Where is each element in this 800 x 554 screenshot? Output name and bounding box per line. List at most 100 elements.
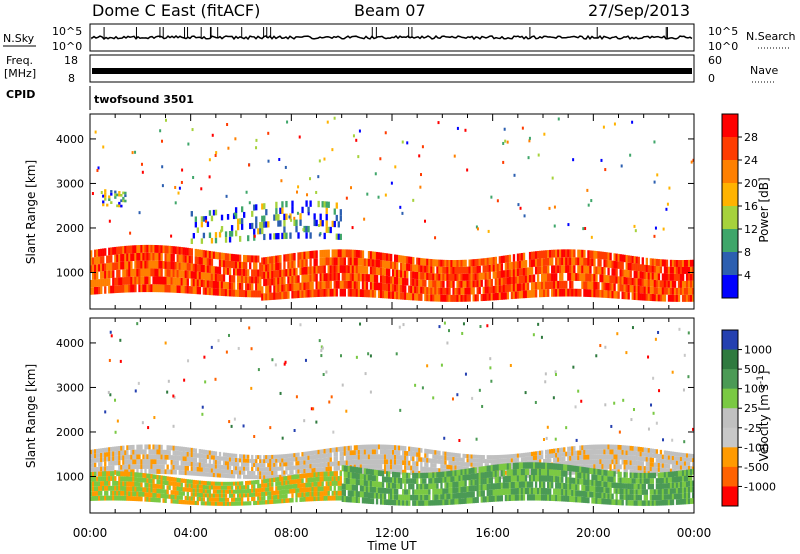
data-cell [108,447,111,452]
data-cell [345,249,349,258]
data-cell [476,473,479,480]
data-cell [643,447,646,453]
data-cell [152,459,155,465]
data-cell [144,468,147,474]
data-cell [359,479,363,486]
data-cell [271,482,274,487]
data-cell [589,454,592,460]
data-cell [396,483,399,489]
data-cell [305,251,308,260]
data-cell [613,290,616,299]
data-cell [692,158,695,162]
data-cell [297,488,300,493]
data-cell [311,472,314,478]
data-cell [114,480,117,486]
data-cell [194,453,198,458]
data-cell [230,282,234,290]
data-cell [398,494,401,501]
data-cell [220,485,224,490]
data-cell [190,271,193,279]
data-cell [230,501,234,506]
data-cell [349,490,353,497]
data-cell [420,293,423,301]
data-cell [210,280,214,288]
data-cell [555,452,558,458]
data-cell [275,466,278,471]
data-cell [311,468,314,473]
data-cell [200,449,204,454]
data-cell [241,282,244,290]
data-cell [631,263,634,271]
data-cell [124,459,127,465]
data-cell [323,157,326,161]
data-cell [478,279,481,288]
data-cell [653,294,657,302]
data-cell [303,259,306,267]
data-cell [371,454,375,460]
data-cell [200,216,204,222]
data-cell [303,460,306,465]
data-cell [498,464,502,471]
data-cell [337,221,340,228]
data-cell [315,481,318,487]
data-cell [653,180,656,184]
data-cell [216,288,220,296]
data-cell [293,268,296,276]
data-cell [351,496,355,503]
data-cell [234,462,238,467]
data-cell [400,494,403,501]
data-cell [597,258,600,267]
data-cell [603,449,606,455]
data-cell [178,482,181,487]
data-cell [247,462,250,467]
data-cell [130,276,133,285]
data-cell [357,257,361,266]
data-cell [319,250,322,258]
data-cell [323,457,326,463]
data-cell [675,294,679,302]
data-cell [210,287,214,296]
data-cell [299,267,302,276]
data-cell [502,458,506,463]
data-cell [343,288,346,297]
data-cell [663,294,667,302]
data-cell [299,465,302,470]
data-cell [402,489,405,495]
data-cell [102,466,105,472]
data-cell [464,462,467,467]
data-cell [132,245,135,254]
data-cell [385,464,389,470]
data-cell [110,446,113,452]
data-cell [196,488,200,493]
data-cell [184,470,187,476]
data-cell [210,493,214,498]
data-cell [291,253,294,261]
data-cell [371,282,375,290]
data-cell [106,255,109,264]
data-cell [538,450,542,456]
data-cell [188,456,191,462]
data-cell [206,450,210,455]
data-cell [335,257,338,266]
data-cell [261,487,264,492]
data-cell [685,280,689,288]
data-cell [577,460,580,465]
data-cell [136,472,139,478]
data-cell [168,455,171,460]
data-cell [567,451,570,457]
data-cell [472,479,475,486]
data-cell [424,286,427,295]
data-cell [295,275,298,284]
data-cell [593,289,596,298]
data-cell [104,490,107,496]
data-cell [176,285,179,293]
data-cell [273,490,276,496]
data-cell [522,457,526,462]
data-cell [436,454,439,460]
data-cell [404,483,407,490]
data-cell [313,491,316,497]
data-cell [301,487,304,493]
data-cell [212,481,216,486]
data-cell [92,496,95,501]
data-cell [486,463,489,468]
